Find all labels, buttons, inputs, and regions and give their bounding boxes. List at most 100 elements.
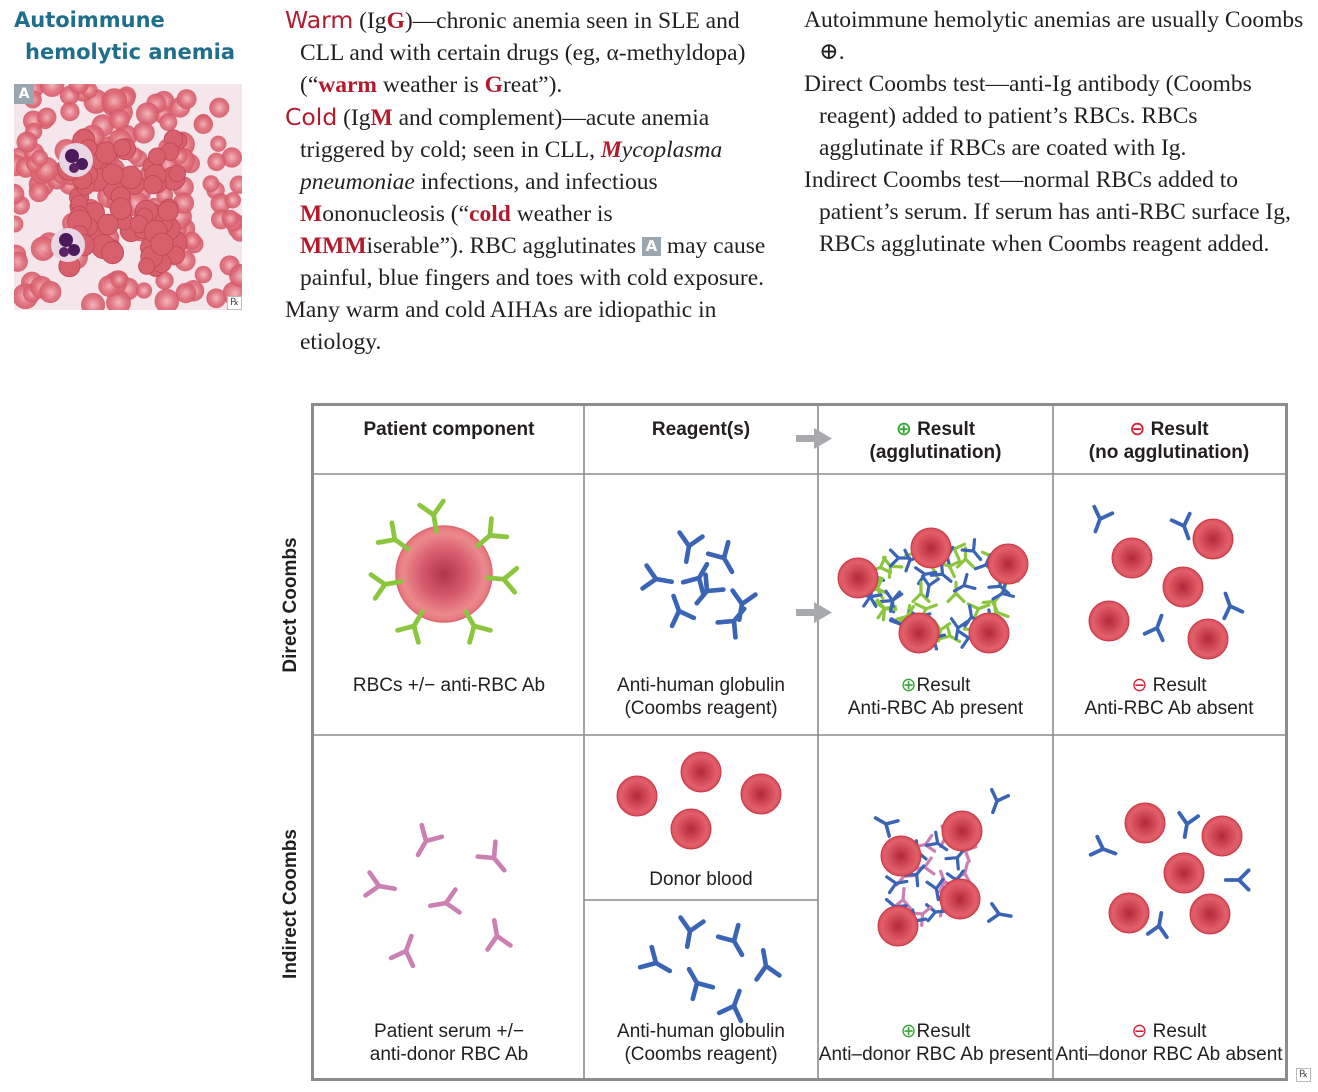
cold-paragraph: Cold (IgM and complement)—acute anemia t… xyxy=(285,103,766,291)
rx-icon: ℞ xyxy=(1296,1068,1311,1082)
donor-blood-label: Donor blood xyxy=(649,869,753,890)
antibody-icon xyxy=(427,887,462,915)
plus-icon: ⊕ xyxy=(895,419,912,440)
row-label-indirect-coombs: Indirect Coombs xyxy=(280,829,301,979)
header-patient-component: Patient component xyxy=(363,419,535,440)
antibody-icon xyxy=(474,516,510,549)
rbc-icon xyxy=(1163,852,1205,894)
minus-icon: ⊖ xyxy=(1129,419,1146,440)
rbc-icon xyxy=(1124,802,1166,844)
rbc-icon xyxy=(680,751,722,793)
indirect-reagent-label: Anti-human globulin (Coombs reagent) xyxy=(617,1021,785,1065)
antibody-icon xyxy=(640,563,675,591)
rbc-icon xyxy=(670,808,712,850)
antibody-icon xyxy=(475,839,507,873)
coombs-usual-paragraph: Autoimmune hemolytic anemias are usually… xyxy=(804,7,1304,65)
row-label-direct-coombs: Direct Coombs xyxy=(280,537,301,673)
rbc-icon xyxy=(740,773,782,815)
rbc-icon xyxy=(880,835,922,877)
antibody-icon xyxy=(678,915,706,950)
antibody-icon xyxy=(1177,810,1201,839)
antibody-icon xyxy=(484,565,520,595)
antibody-icon xyxy=(415,822,445,858)
coombs-test-diagram: Patient component Reagent(s) ⊕ Result (ag… xyxy=(280,403,1288,1081)
rbc-icon xyxy=(1189,893,1231,935)
antibody-icon xyxy=(873,816,900,838)
antibody-icon xyxy=(987,902,1013,923)
direct-reagent-label: Anti-human globulin (Coombs reagent) xyxy=(617,675,785,719)
rbc-icon xyxy=(1111,537,1153,579)
antibody-icon xyxy=(485,917,513,952)
antibody-icon xyxy=(417,498,446,534)
direct-negative-label: ⊖ Result Anti-RBC Ab absent xyxy=(1084,675,1254,719)
antibody-icon xyxy=(677,530,705,565)
antibody-icon xyxy=(960,538,983,562)
antibody-icon xyxy=(715,606,747,640)
indirect-negative-label: ⊖ Result Anti–donor RBC Ab absent xyxy=(1055,1021,1283,1065)
antibody-icon xyxy=(1145,911,1169,940)
antibody-icon xyxy=(705,539,735,575)
antibody-icon xyxy=(911,580,931,604)
antibody-icon xyxy=(925,877,945,902)
antibody-icon xyxy=(989,787,1011,815)
blood-smear-image: A ℞ xyxy=(14,84,242,310)
warm-paragraph: Warm (IgG)—chronic anemia seen in SLE an… xyxy=(285,6,746,98)
rbc-icon xyxy=(987,543,1029,585)
rbc-icon xyxy=(910,527,952,569)
rbc-icon xyxy=(968,612,1010,654)
antibody-icon xyxy=(669,593,697,629)
warm-cold-column: Warm (IgG)—chronic anemia seen in SLE an… xyxy=(285,4,780,358)
topic-title-line2: hemolytic anemia xyxy=(25,40,235,64)
direct-positive-label: ⊕Result Anti-RBC Ab present xyxy=(847,675,1024,719)
rbc-icon xyxy=(941,810,983,852)
antibody-icon xyxy=(463,609,493,645)
idiopathic-paragraph: Many warm and cold AIHAs are idiopathic … xyxy=(285,297,717,355)
rbc-icon xyxy=(1201,815,1243,857)
header-negative-result: ⊖ Result (no agglutination) xyxy=(1088,419,1250,463)
arrow-icon xyxy=(796,602,832,623)
antibody-icon xyxy=(991,580,1016,601)
antibody-icon xyxy=(884,589,904,613)
indirect-patient-label: Patient serum +/− anti-donor RBC Ab xyxy=(369,1021,529,1065)
rbc-icon xyxy=(898,612,940,654)
image-label-badge: A xyxy=(14,84,34,104)
plus-icon: ⊕ xyxy=(900,675,917,696)
antibody-icon xyxy=(1088,834,1118,857)
diagram-grid xyxy=(314,406,1285,1078)
antibody-icon xyxy=(1223,868,1251,892)
rbc-icon xyxy=(616,775,658,817)
rbc-icon xyxy=(939,878,981,920)
antibody-icon xyxy=(680,561,710,597)
antibody-icon xyxy=(1092,504,1115,534)
antibody-icon xyxy=(730,588,758,623)
arrow-icon xyxy=(796,428,832,449)
antibody-icon xyxy=(375,520,411,552)
image-ref-badge: A xyxy=(641,237,661,256)
antibody-icon xyxy=(395,609,425,645)
header-reagents: Reagent(s) xyxy=(651,419,751,440)
antibody-icon xyxy=(363,870,398,898)
antibody-icon xyxy=(368,572,404,601)
coombs-column: Autoimmune hemolytic anemias are usually… xyxy=(804,4,1304,260)
indirect-positive-label: ⊕Result Anti–donor RBC Ab present xyxy=(818,1021,1053,1065)
rbc-icon xyxy=(395,525,493,623)
topic-title-line1: Autoimmune xyxy=(14,8,165,32)
rbc-icon xyxy=(1088,600,1130,642)
rbc-icon xyxy=(877,905,919,947)
antibody-icon xyxy=(637,944,673,974)
rbc-icon xyxy=(1192,518,1234,560)
antibody-icon xyxy=(1222,591,1245,621)
plus-icon: ⊕ xyxy=(900,1021,917,1042)
antibody-icon xyxy=(715,922,745,958)
header-positive-result: ⊕ Result (agglutination) xyxy=(869,419,1002,463)
direct-coombs-paragraph: Direct Coombs test—anti-Ig antibody (Coo… xyxy=(804,71,1252,161)
antibody-icon xyxy=(716,988,744,1024)
antibody-icon xyxy=(388,933,416,969)
rx-icon: ℞ xyxy=(227,296,242,310)
minus-icon: ⊖ xyxy=(1131,675,1148,696)
antibody-icon xyxy=(920,574,940,598)
antibody-icon xyxy=(952,572,977,593)
topic-title: Autoimmune hemolytic anemia xyxy=(14,4,254,68)
rbc-icon xyxy=(1108,892,1150,934)
antibody-icon xyxy=(686,966,716,1002)
